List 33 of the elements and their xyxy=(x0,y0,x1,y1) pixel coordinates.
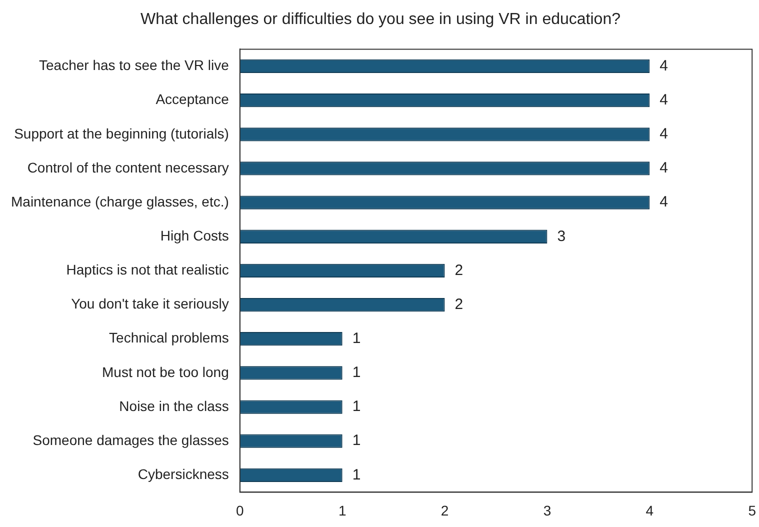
x-tick-label: 3 xyxy=(543,502,552,518)
y-tick-label: Cybersickness xyxy=(138,466,229,482)
data-label: 1 xyxy=(352,466,361,484)
data-label: 4 xyxy=(660,57,668,74)
y-tick-label: Support at the beginning (tutorials) xyxy=(14,125,229,142)
y-tick-label: Teacher has to see the VR live xyxy=(39,57,230,74)
data-label: 3 xyxy=(557,228,566,245)
data-label: 1 xyxy=(352,432,361,450)
y-tick-label: Haptics is not that realistic xyxy=(66,262,229,278)
y-tick-label: Control of the content necessary xyxy=(27,159,229,176)
x-tick-label: 0 xyxy=(236,502,244,518)
data-label: 4 xyxy=(660,160,668,177)
x-tick-label: 2 xyxy=(440,502,449,518)
x-tick-label: 4 xyxy=(646,502,654,518)
y-tick-label: Technical problems xyxy=(109,330,229,346)
chart-title: What challenges or difficulties do you see in using VR in education? xyxy=(140,11,621,28)
y-tick-label: You don't take it seriously xyxy=(71,296,229,312)
y-tick-label: Noise in the class xyxy=(119,398,229,414)
data-label: 1 xyxy=(352,364,361,382)
data-label: 2 xyxy=(454,296,464,313)
y-tick-label: Maintenance (charge glasses, etc.) xyxy=(11,193,229,210)
data-label: 4 xyxy=(660,126,668,143)
x-tick-label: 1 xyxy=(338,502,346,518)
data-label: 4 xyxy=(660,91,668,108)
x-tick-label: 5 xyxy=(748,502,756,518)
data-label: 1 xyxy=(352,398,361,416)
y-tick-label: Acceptance xyxy=(156,91,230,108)
data-label: 1 xyxy=(352,330,361,347)
y-tick-label: High Costs xyxy=(160,227,229,244)
y-tick-label: Must not be too long xyxy=(102,364,229,380)
y-tick-label: Someone damages the glasses xyxy=(32,432,229,448)
data-label: 4 xyxy=(660,194,668,211)
data-label: 2 xyxy=(454,262,464,279)
